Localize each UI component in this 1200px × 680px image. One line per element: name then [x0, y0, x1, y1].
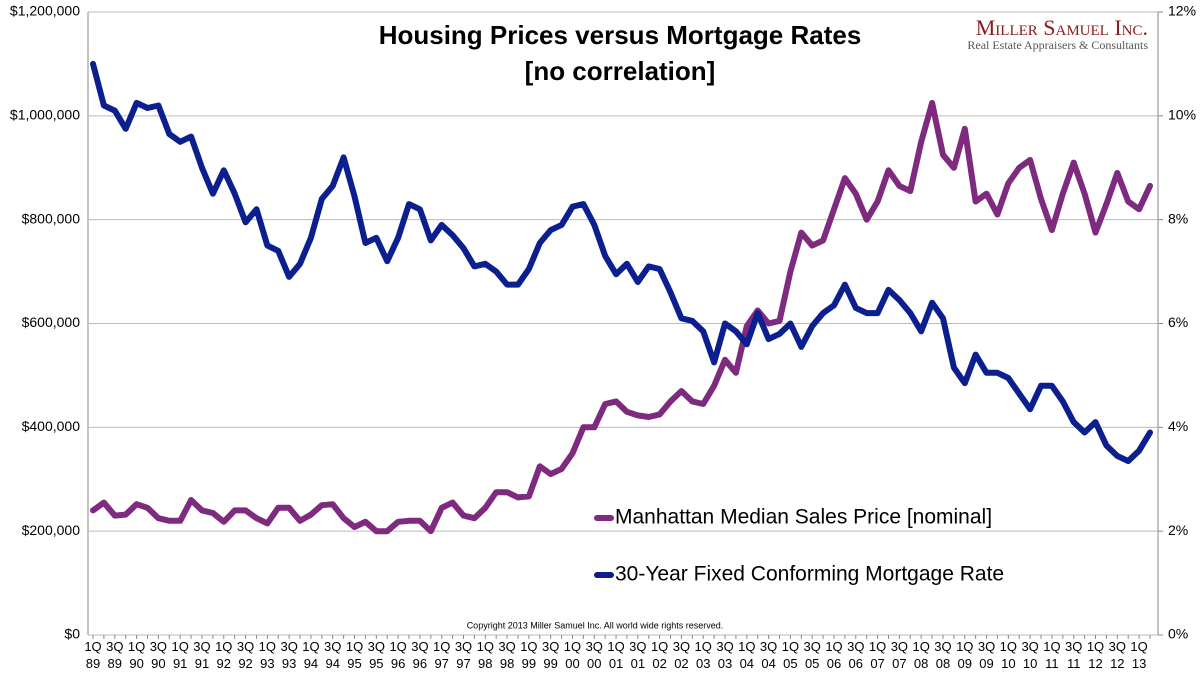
x-tick-label: 1Q 02 — [650, 639, 669, 671]
x-tick-label: 1Q 00 — [563, 639, 582, 671]
y2-tick-label: 6% — [1168, 314, 1188, 330]
x-tick-label: 3Q 01 — [629, 639, 647, 671]
x-tick-label: 3Q 03 — [716, 639, 734, 671]
x-tick-label: 3Q 94 — [324, 639, 342, 671]
x-tick-label: 1Q 03 — [694, 639, 712, 671]
legend-label: Manhattan Median Sales Price [nominal] — [615, 506, 992, 529]
x-tick-label: 1Q 89 — [84, 639, 102, 671]
x-tick-label: 1Q 98 — [476, 639, 494, 671]
brand-tagline: Real Estate Appraisers & Consultants — [967, 38, 1148, 52]
x-tick-label: 3Q 09 — [977, 639, 996, 671]
x-tick-label: 1Q 96 — [389, 639, 407, 671]
x-tick-label: 1Q 07 — [868, 639, 887, 671]
x-tick-label: 3Q 90 — [149, 639, 168, 671]
y-tick-label: $400,000 — [22, 418, 81, 434]
x-tick-label: 3Q 93 — [280, 639, 298, 671]
chart-subtitle: [no correlation] — [525, 56, 716, 86]
y-tick-label: $1,200,000 — [10, 3, 80, 19]
x-tick-label: 1Q 94 — [302, 639, 320, 671]
y-tick-label: $1,000,000 — [10, 107, 80, 123]
x-tick-label: 3Q 05 — [803, 639, 821, 671]
x-tick-label: 3Q 00 — [585, 639, 603, 671]
y-tick-label: $800,000 — [22, 210, 81, 226]
copyright: Copyright 2013 Miller Samuel Inc. All wo… — [467, 620, 724, 630]
x-tick-label: 3Q 91 — [193, 639, 211, 671]
x-tick-label: 1Q 90 — [127, 639, 146, 671]
y2-tick-label: 8% — [1168, 210, 1188, 226]
x-tick-label: 1Q 04 — [738, 639, 756, 671]
y2-tick-label: 0% — [1168, 626, 1188, 642]
x-tick-label: 3Q 12 — [1108, 639, 1126, 671]
y2-tick-label: 10% — [1168, 107, 1196, 123]
x-tick-label: 1Q 92 — [215, 639, 233, 671]
x-tick-label: 3Q 98 — [498, 639, 516, 671]
x-tick-label: 1Q 05 — [781, 639, 800, 671]
x-tick-label: 1Q 99 — [520, 639, 538, 671]
y-tick-label: $200,000 — [22, 522, 81, 538]
x-tick-label: 3Q 02 — [672, 639, 691, 671]
x-tick-label: 1Q 10 — [999, 639, 1017, 671]
x-tick-label: 3Q 07 — [890, 639, 909, 671]
x-tick-label: 3Q 08 — [934, 639, 952, 671]
plot: $0 $200,000 $400,000 $600,000 $800,000 $1,000… — [10, 3, 1196, 642]
y2-tick-label: 12% — [1168, 3, 1196, 19]
x-tick-label: 3Q 97 — [454, 639, 473, 671]
y-tick-label: $0 — [64, 626, 80, 642]
series-line — [90, 99, 1153, 535]
legend-label: 30-Year Fixed Conforming Mortgage Rate — [615, 563, 1004, 586]
y-tick-label: $600,000 — [22, 314, 81, 330]
x-tick-label: 3Q 06 — [847, 639, 865, 671]
x-tick-label: 1Q 06 — [825, 639, 843, 671]
y2-tick-label: 4% — [1168, 418, 1188, 434]
x-tick-label: 3Q 96 — [411, 639, 429, 671]
x-tick-label: 1Q 13 — [1130, 639, 1148, 671]
x-tick-label: 1Q 93 — [258, 639, 277, 671]
x-tick-label: 3Q 95 — [367, 639, 385, 671]
x-tick-label: 3Q 89 — [106, 639, 124, 671]
x-tick-label: 1Q 09 — [956, 639, 974, 671]
chart-title: Housing Prices versus Mortgage Rates — [379, 20, 862, 50]
x-tick-label: 3Q 99 — [541, 639, 560, 671]
x-tick-label: 3Q 11 — [1065, 639, 1083, 671]
x-tick-label: 3Q 92 — [236, 639, 255, 671]
x-tick-label: 1Q 97 — [433, 639, 451, 671]
x-tick-label: 1Q 08 — [912, 639, 930, 671]
brand: Miller Samuel Inc. — [976, 15, 1148, 40]
x-tick-label: 3Q 04 — [759, 639, 778, 671]
x-tick-label: 1Q 91 — [171, 639, 189, 671]
y2-tick-label: 2% — [1168, 522, 1188, 538]
x-tick-label: 1Q 95 — [345, 639, 364, 671]
series-line — [90, 60, 1153, 465]
x-tick-label: 1Q 01 — [607, 639, 625, 671]
x-tick-label: 3Q 10 — [1021, 639, 1039, 671]
x-tick-label: 1Q 12 — [1086, 639, 1105, 671]
x-tick-label: 1Q 11 — [1043, 639, 1061, 671]
